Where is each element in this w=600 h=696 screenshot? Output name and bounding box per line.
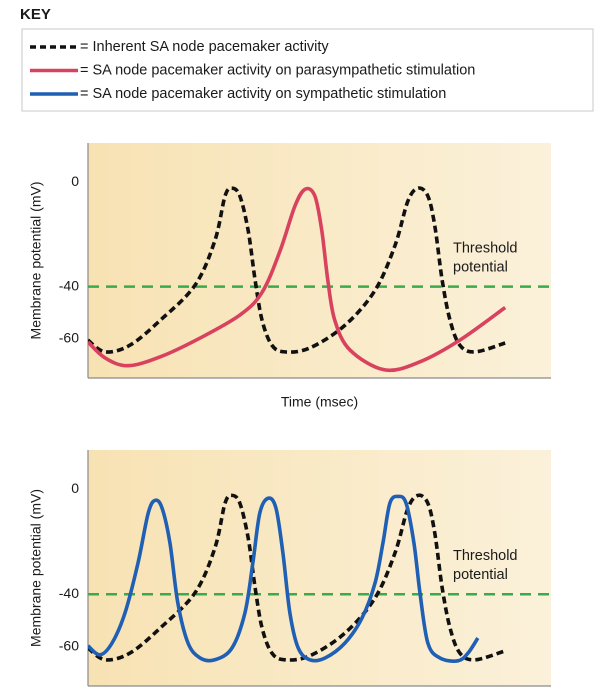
chart: 0 -40 -60 Membrane potential (mV) Time (msec… (28, 143, 551, 410)
y-tick-label: -40 (59, 585, 79, 601)
plot: Threshold potential (88, 186, 551, 373)
chart: 0 -40 -60 Membrane potential (mV) Threshold p… (28, 450, 551, 687)
y-tick-label: 0 (71, 173, 79, 189)
line-series (88, 493, 506, 662)
threshold-label: potential (453, 567, 508, 583)
key-label: = Inherent SA node pacemaker activity (80, 39, 329, 55)
threshold-label: Threshold (453, 548, 517, 564)
line-series (88, 186, 507, 373)
y-tick-label: -60 (59, 330, 79, 346)
plot-area (88, 143, 551, 378)
plot: Threshold potential (88, 493, 551, 663)
key-box (21, 28, 594, 112)
key-title: KEY (20, 6, 51, 23)
key: = Inherent SA node pacemaker activity = S… (30, 39, 475, 102)
line-series (88, 186, 506, 354)
y-axis-label: Membrane potential (mV) (28, 489, 44, 647)
key-label: = SA node pacemaker activity on sympathe… (80, 86, 446, 102)
threshold-label: Threshold (453, 240, 517, 256)
threshold-label: potential (453, 259, 508, 275)
y-tick-label: -60 (59, 637, 79, 653)
y-tick-label: -40 (59, 277, 79, 293)
key-label: = SA node pacemaker activity on parasymp… (80, 62, 475, 78)
x-axis-label: Time (msec) (281, 394, 358, 410)
charts: 0 -40 -60 Membrane potential (mV) Time (msec… (28, 143, 551, 687)
line-series (88, 494, 480, 663)
y-tick-label: 0 (71, 480, 79, 496)
y-axis-label: Membrane potential (mV) (28, 182, 44, 340)
